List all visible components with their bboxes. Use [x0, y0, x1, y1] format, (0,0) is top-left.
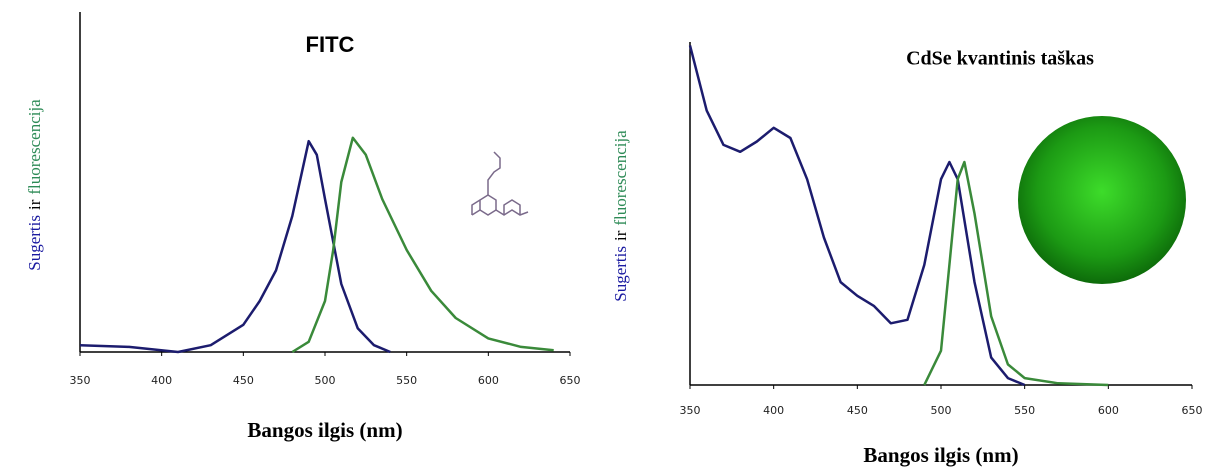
x-tick-label: 600: [1098, 404, 1119, 417]
x-tick-label: 550: [1014, 404, 1035, 417]
x-tick-label: 350: [70, 374, 91, 387]
series-line: [688, 45, 1026, 387]
x-tick-label: 450: [847, 404, 868, 417]
x-tick-label: 650: [560, 374, 581, 387]
x-tick-label: 450: [233, 374, 254, 387]
x-tick-label: 650: [1182, 404, 1203, 417]
x-tick-label: 400: [151, 374, 172, 387]
y-label-part: ir: [611, 230, 630, 241]
x-axis-label: Bangos ilgis (nm): [863, 443, 1018, 467]
x-tick-label: 350: [680, 404, 701, 417]
y-label-part: fluorescencija: [25, 99, 44, 195]
x-tick-label: 400: [763, 404, 784, 417]
series-line: [923, 160, 1109, 387]
fitc-molecule: [471, 151, 529, 216]
y-label-part: Sugertis: [25, 215, 44, 271]
series-line: [79, 139, 391, 354]
x-axis-label: Bangos ilgis (nm): [247, 418, 402, 442]
quantum-dot: [1018, 116, 1186, 284]
series-line: [291, 136, 554, 354]
y-axis-label: Sugertis ir fluorescencija: [25, 99, 44, 271]
x-tick-label: 500: [931, 404, 952, 417]
chart-title: CdSe kvantinis taškas: [906, 48, 1094, 70]
y-label-part: Sugertis: [611, 246, 630, 302]
y-label-part: fluorescencija: [611, 130, 630, 226]
chart-title: FITC: [306, 32, 355, 57]
y-axis-label: Sugertis ir fluorescencija: [611, 130, 630, 302]
x-tick-label: 500: [315, 374, 336, 387]
y-label-part: ir: [25, 199, 44, 210]
x-tick-label: 600: [478, 374, 499, 387]
x-tick-label: 550: [396, 374, 417, 387]
